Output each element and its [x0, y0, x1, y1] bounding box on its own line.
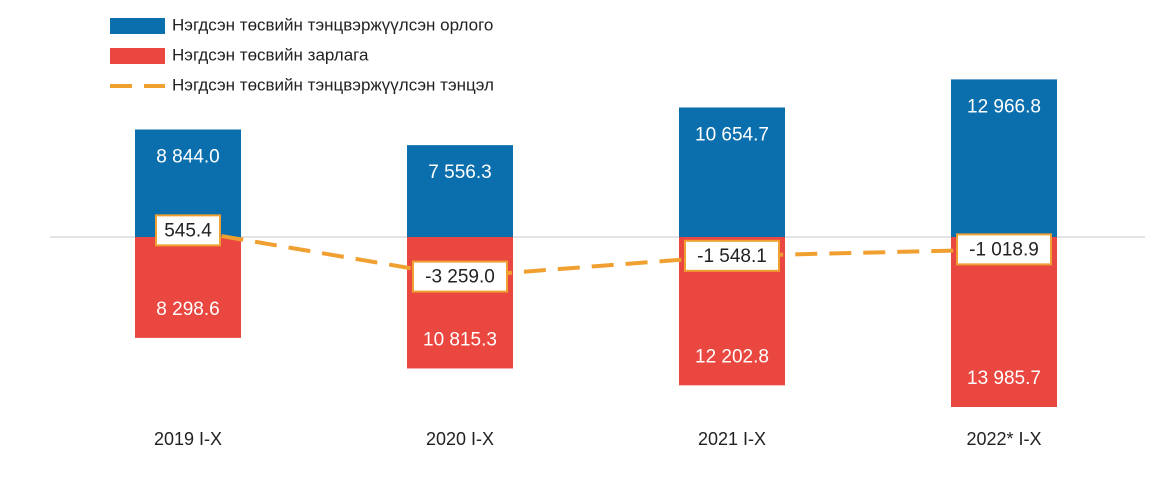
data-label: 8 844.0 — [156, 147, 219, 168]
data-label: 13 985.7 — [967, 368, 1041, 389]
x-tick-label: 2019 I-X — [154, 429, 222, 449]
data-label: -1 018.9 — [969, 239, 1039, 260]
x-tick-label: 2022* I-X — [966, 429, 1041, 449]
data-label: 12 202.8 — [695, 346, 769, 367]
balance-line — [187, 228, 1005, 279]
data-label: 7 556.3 — [428, 162, 491, 183]
bar — [679, 107, 785, 237]
data-label: -1 548.1 — [697, 246, 767, 267]
bar — [407, 145, 513, 237]
label-box — [412, 260, 508, 293]
data-label: 10 654.7 — [695, 125, 769, 146]
data-label: 12 966.8 — [967, 96, 1041, 117]
legend-label: Нэгдсэн төсвийн тэнцвэржүүлсэн тэнцэл — [172, 75, 494, 94]
data-label: 8 298.6 — [156, 299, 219, 320]
legend-swatch — [110, 18, 165, 34]
legend-label: Нэгдсэн төсвийн зарлага — [172, 45, 369, 64]
bar — [951, 79, 1057, 237]
data-label: 545.4 — [164, 220, 212, 241]
bar — [407, 237, 513, 369]
legend-label: Нэгдсэн төсвийн тэнцвэржүүлсэн орлого — [172, 15, 493, 34]
data-label: -3 259.0 — [425, 267, 495, 288]
data-label: 10 815.3 — [423, 329, 497, 350]
label-box — [684, 239, 780, 272]
bar — [135, 237, 241, 338]
x-tick-label: 2021 I-X — [698, 429, 766, 449]
legend-swatch — [110, 48, 165, 64]
x-tick-label: 2020 I-X — [426, 429, 494, 449]
label-box — [155, 214, 221, 247]
label-box — [956, 233, 1052, 266]
